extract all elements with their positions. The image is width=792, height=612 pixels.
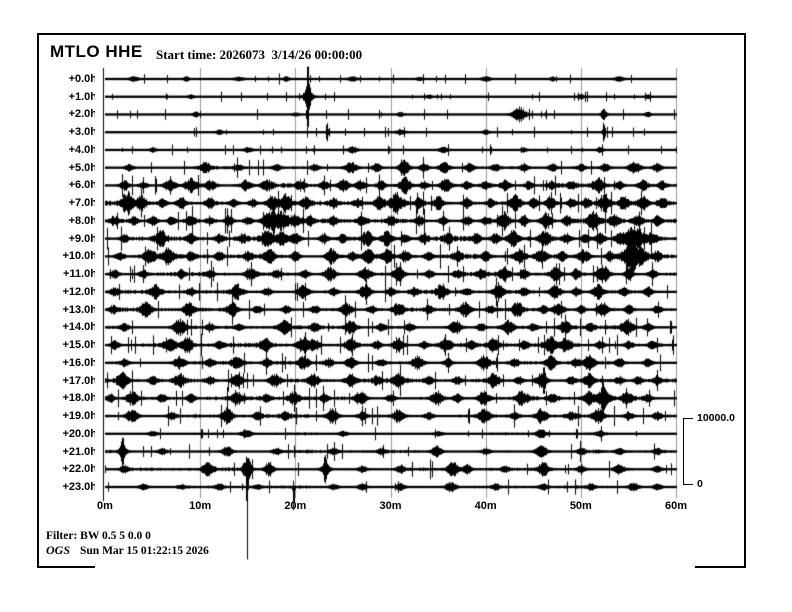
scale-bracket-vline <box>683 418 684 485</box>
hour-label: +22.0h <box>62 463 97 476</box>
minute-tick-label: 0m <box>97 500 113 512</box>
hour-label: +23.0h <box>62 480 97 493</box>
minute-tick-label: 40m <box>474 500 497 512</box>
minute-tick-label: 60m <box>664 500 688 512</box>
hour-labels-axis: +0.0h +1.0h +2.0h +3.0h +4.0h +5.0h +6.0h +7.0h… <box>40 0 97 612</box>
hour-label: +2.0h <box>68 108 97 121</box>
station-channel-title: MTLO HHE <box>50 42 143 61</box>
start-time-label: Start time: 2026073 3/14/26 00:00:00 <box>156 47 363 62</box>
hour-label: +12.0h <box>62 285 97 298</box>
hour-label: +11.0h <box>63 268 97 281</box>
minute-tick-label: 30m <box>379 500 402 512</box>
hour-label: +1.0h <box>68 90 97 103</box>
hour-label: +9.0h <box>68 232 97 245</box>
helicorder-canvas <box>95 60 695 568</box>
hour-label: +5.0h <box>68 161 97 174</box>
minute-tick-label: 10m <box>189 500 212 512</box>
footer-credit: OGS Sun Mar 15 01:22:15 2026 <box>46 543 209 558</box>
hour-label: +13.0h <box>62 303 97 316</box>
hour-label: +0.0h <box>68 73 97 85</box>
hour-label: +6.0h <box>68 179 97 192</box>
hour-label: +15.0h <box>62 339 97 352</box>
scale-max-label: 10000.0 <box>697 412 735 424</box>
hour-label: +10.0h <box>62 250 97 263</box>
hour-label: +7.0h <box>68 197 97 210</box>
render-timestamp: Sun Mar 15 01:22:15 2026 <box>80 545 209 557</box>
minute-tick-label: 20m <box>284 500 307 512</box>
hour-label: +14.0h <box>62 321 97 334</box>
hour-label: +21.0h <box>62 445 97 458</box>
hour-label: +18.0h <box>62 392 97 405</box>
agency-label: OGS <box>46 543 71 557</box>
hour-label: +20.0h <box>62 427 97 440</box>
filter-label: Filter: BW 0.5 5 0.0 0 <box>46 530 151 542</box>
hour-label: +3.0h <box>68 126 97 139</box>
hour-label: +17.0h <box>62 374 97 387</box>
scale-min-label: 0 <box>697 478 703 490</box>
scale-bracket-top-tick <box>683 418 693 419</box>
scale-bracket-bottom-tick <box>683 484 693 485</box>
hour-label: +8.0h <box>68 214 97 227</box>
hour-label: +19.0h <box>62 410 97 423</box>
hour-label: +4.0h <box>68 143 97 156</box>
hour-label: +16.0h <box>62 356 97 369</box>
minute-tick-label: 50m <box>569 500 592 512</box>
